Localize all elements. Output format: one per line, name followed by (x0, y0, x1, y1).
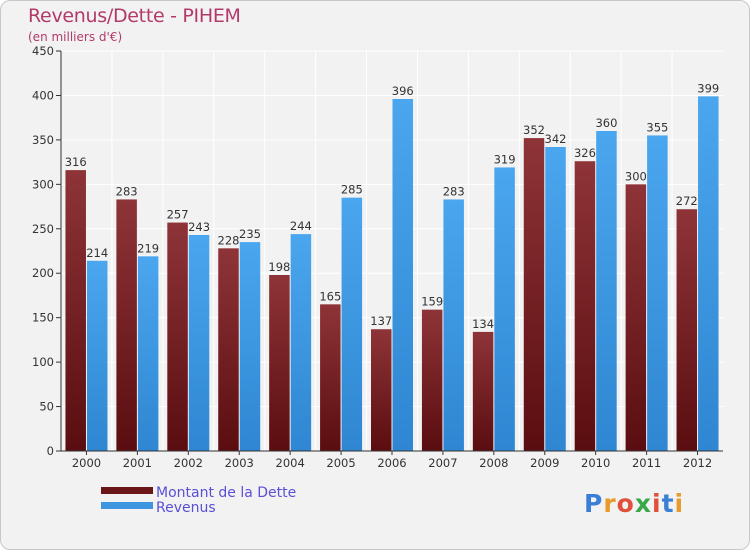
legend-label-revenus: Revenus (156, 500, 216, 516)
logo-letter: x (634, 489, 652, 518)
bar-dette-2007 (421, 309, 443, 451)
bar-dette-2008 (472, 331, 494, 451)
y-tick-label: 100 (32, 355, 54, 369)
data-label-revenus: 285 (341, 183, 363, 197)
bar-dette-2006 (371, 329, 392, 451)
bar-dette-2003 (218, 248, 239, 451)
bar-dette-2001 (116, 199, 137, 451)
grid-lines (61, 50, 723, 452)
logo-letter: i (674, 489, 685, 518)
bar-revenus-2007 (443, 199, 464, 451)
x-tick-label: 2001 (123, 456, 152, 470)
x-tick-label: 2007 (428, 456, 457, 470)
logo-letter: t (661, 489, 675, 518)
bar-revenus-2012 (698, 96, 719, 451)
bar-revenus-2008 (494, 167, 515, 451)
bar-revenus-2009 (545, 147, 566, 451)
logo-letter: i (652, 489, 662, 518)
bar-dette-2009 (523, 138, 545, 451)
bar-revenus-2011 (647, 135, 668, 451)
x-tick-label: 2004 (276, 456, 305, 470)
data-label-dette: 352 (523, 123, 545, 137)
data-label-revenus: 360 (595, 116, 617, 130)
bar-dette-2010 (574, 161, 596, 451)
chart-title: Revenus/Dette - PIHEM (28, 5, 241, 27)
x-tick-label: 2000 (72, 456, 101, 470)
bar-revenus-2005 (341, 197, 363, 451)
bar-dette-2005 (320, 304, 341, 451)
y-tick-label: 350 (32, 133, 54, 147)
data-label-revenus: 235 (239, 227, 261, 241)
y-tick-label: 400 (32, 88, 54, 102)
x-tick-label: 2002 (174, 456, 203, 470)
data-label-dette: 300 (625, 169, 647, 183)
bar-revenus-2001 (137, 256, 159, 451)
data-label-dette: 159 (421, 295, 443, 309)
data-label-dette: 137 (370, 314, 392, 328)
x-tick-label: 2012 (683, 456, 712, 470)
data-label-revenus: 283 (443, 184, 465, 198)
bar-revenus-2003 (239, 242, 261, 451)
data-label-dette: 326 (574, 146, 596, 160)
logo-letter: r (603, 489, 617, 518)
y-axis: 0 50 100 150 200 250 300 350 400 450 (32, 44, 62, 458)
bar-revenus-2006 (392, 99, 413, 451)
data-label-dette: 228 (218, 233, 240, 247)
y-tick-label: 150 (32, 311, 54, 325)
data-label-dette: 272 (676, 194, 698, 208)
data-label-dette: 316 (65, 155, 87, 169)
bar-dette-2004 (269, 275, 290, 451)
data-label-revenus: 243 (188, 220, 210, 234)
legend-swatch-debt (101, 487, 153, 494)
legend-swatch-revenus (101, 502, 153, 509)
bar-dette-2011 (625, 184, 647, 452)
x-tick-label: 2005 (326, 456, 355, 470)
bar-revenus-2004 (290, 234, 312, 451)
x-axis: 2000 2001 2002 2003 2004 2005 2006 2007 2008 2009… (61, 450, 723, 470)
x-tick-label: 2006 (377, 456, 406, 470)
data-label-revenus: 355 (646, 120, 668, 134)
data-label-revenus: 396 (392, 84, 414, 98)
data-label-revenus: 214 (86, 246, 108, 260)
data-label-revenus: 244 (290, 219, 312, 233)
y-tick-label: 50 (39, 400, 54, 414)
bar-dette-2002 (167, 222, 188, 451)
bar-dette-2000 (65, 170, 86, 451)
data-label-revenus: 342 (545, 132, 567, 146)
data-label-revenus: 319 (494, 152, 516, 166)
data-label-revenus: 399 (697, 81, 719, 95)
data-label-dette: 134 (472, 317, 494, 331)
x-tick-label: 2010 (581, 456, 610, 470)
x-tick-label: 2011 (632, 456, 661, 470)
y-tick-label: 450 (32, 44, 54, 58)
data-label-dette: 257 (167, 208, 189, 222)
x-tick-label: 2009 (530, 456, 559, 470)
x-tick-label: 2003 (225, 456, 254, 470)
data-label-revenus: 219 (137, 241, 159, 255)
chart-subtitle: (en milliers d'€) (28, 30, 123, 44)
data-label-dette: 165 (319, 289, 341, 303)
bar-revenus-2002 (188, 235, 210, 451)
legend-label-debt: Montant de la Dette (156, 485, 297, 501)
bar-revenus-2010 (596, 131, 617, 451)
y-tick-label: 0 (47, 444, 54, 458)
bar-dette-2012 (676, 209, 698, 451)
logo-letter: o (616, 489, 635, 518)
logo-letter: P (584, 489, 604, 518)
bars (65, 96, 719, 452)
data-label-dette: 283 (116, 184, 138, 198)
y-tick-label: 300 (32, 177, 54, 191)
y-tick-label: 200 (32, 266, 54, 280)
y-tick-label: 250 (32, 222, 54, 236)
data-label-dette: 198 (268, 260, 290, 274)
bar-revenus-2000 (86, 260, 108, 451)
x-tick-label: 2008 (479, 456, 508, 470)
proxiti-logo: Proxiti (584, 489, 684, 518)
